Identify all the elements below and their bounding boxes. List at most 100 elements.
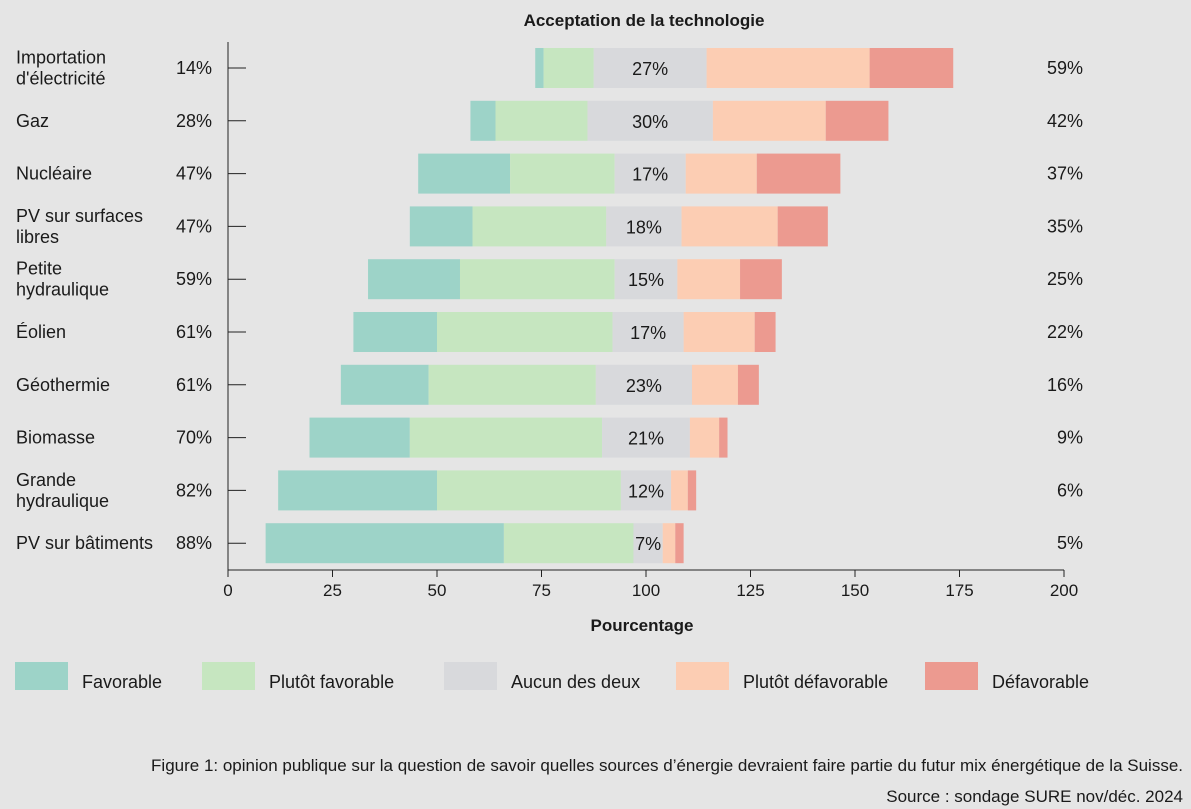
x-tick-label: 25: [323, 581, 342, 600]
bar-segment: [472, 206, 607, 247]
bar-segment: [620, 470, 672, 511]
category-label-line: Importation: [16, 48, 106, 68]
legend-label: Favorable: [82, 672, 163, 692]
category-label: PV sur surfaces libres: [16, 206, 143, 247]
x-tick-label: 125: [736, 581, 764, 600]
legend-swatch: [444, 662, 497, 690]
favorable-total-label: 70%: [176, 428, 212, 448]
favorable-total-label: 14%: [176, 58, 212, 78]
legend-swatch: [15, 662, 68, 690]
bar-segment: [437, 312, 613, 352]
bar-segment: [740, 259, 782, 300]
category-label-line: Éolien: [16, 322, 66, 342]
category-label: Gaz: [16, 111, 49, 131]
x-tick-label: 175: [945, 581, 973, 600]
bar-segment: [265, 523, 504, 564]
figure-caption: Figure 1: opinion publique sur la questi…: [151, 756, 1183, 775]
bar-segment: [675, 523, 684, 564]
bar-segment: [535, 48, 544, 88]
bar-segment: [437, 470, 621, 511]
category-label: Éolien: [16, 322, 66, 342]
unfavorable-total-label: 35%: [1047, 216, 1083, 236]
favorable-total-label: 59%: [176, 269, 212, 289]
legend: Favorable Plutôt favorable Aucun des deux P…: [15, 662, 1175, 694]
bar-segment: [719, 417, 728, 458]
bar-segment: [689, 417, 720, 458]
neutral-label: 7%: [635, 534, 661, 554]
bar-segment: [428, 364, 596, 405]
legend-swatch: [202, 662, 255, 690]
bar-segment: [503, 523, 634, 564]
neutral-label: 17%: [632, 165, 668, 185]
category-label-line: hydraulique: [16, 491, 109, 511]
neutral-label: 17%: [630, 323, 666, 343]
unfavorable-total-label: 9%: [1057, 428, 1083, 448]
bar-segment: [825, 100, 889, 141]
bar-segment: [340, 364, 429, 405]
bar-segment: [683, 312, 755, 352]
unfavorable-total-label: 6%: [1057, 480, 1083, 500]
category-label-line: Petite: [16, 259, 62, 279]
bar-segment: [612, 312, 684, 352]
favorable-total-label: 47%: [176, 164, 212, 184]
bar-segment: [737, 364, 759, 405]
bar-segment: [602, 417, 690, 458]
legend-label: Plutôt défavorable: [743, 672, 889, 692]
unfavorable-total-label: 42%: [1047, 111, 1083, 131]
bar-segment: [595, 364, 692, 405]
bar-segment: [685, 153, 757, 194]
bar-segment: [353, 312, 437, 352]
category-label-line: PV sur surfaces: [16, 206, 143, 226]
category-label: Petite hydraulique: [16, 259, 109, 300]
bar-segment: [368, 259, 460, 300]
bar-segment: [756, 153, 841, 194]
category-label-line: Nucléaire: [16, 164, 92, 184]
neutral-label: 21%: [628, 429, 664, 449]
category-label: Nucléaire: [16, 164, 92, 184]
legend-swatch: [676, 662, 729, 690]
figure-source: Source : sondage SURE nov/déc. 2024: [886, 787, 1183, 806]
category-label-line: Géothermie: [16, 375, 110, 395]
category-label-line: Grande: [16, 470, 76, 490]
bar-segment: [587, 100, 713, 141]
bar-segment: [418, 153, 511, 194]
favorable-total-label: 88%: [176, 533, 212, 553]
chart-title: Acceptation de la technologie: [524, 11, 765, 30]
x-tick-label: 200: [1050, 581, 1078, 600]
category-label: Importation d'électricité: [16, 48, 106, 89]
category-label: PV sur bâtiments: [16, 533, 153, 553]
bar-segment: [677, 259, 741, 300]
bar-segment: [606, 206, 682, 247]
category-label-line: Biomasse: [16, 428, 95, 448]
favorable-total-label: 82%: [176, 480, 212, 500]
bar-segment: [712, 100, 826, 141]
bar-segment: [459, 259, 615, 300]
neutral-label: 18%: [626, 217, 662, 237]
bar-segment: [495, 100, 588, 141]
favorable-total-label: 28%: [176, 111, 212, 131]
category-label-line: Gaz: [16, 111, 49, 131]
category-label-line: d'électricité: [16, 69, 105, 89]
bar-segment: [691, 364, 738, 405]
category-label-line: hydraulique: [16, 280, 109, 300]
unfavorable-total-label: 16%: [1047, 375, 1083, 395]
bar-segment: [662, 523, 676, 564]
category-label: Biomasse: [16, 428, 95, 448]
bar-segment: [777, 206, 828, 247]
chart: Acceptation de la technologie 0 25 50 75 100 1…: [16, 11, 1083, 635]
bar-segment: [671, 470, 688, 511]
bar-segment: [510, 153, 615, 194]
bar-segment: [706, 48, 870, 88]
neutral-label: 27%: [632, 59, 668, 79]
legend-label: Plutôt favorable: [269, 672, 395, 692]
bar-segment: [593, 48, 707, 88]
unfavorable-total-label: 37%: [1047, 164, 1083, 184]
unfavorable-total-label: 5%: [1057, 533, 1083, 553]
category-label: Géothermie: [16, 375, 110, 395]
unfavorable-total-label: 25%: [1047, 269, 1083, 289]
bar-segment: [869, 48, 954, 88]
x-tick-label: 0: [223, 581, 232, 600]
unfavorable-total-label: 22%: [1047, 322, 1083, 342]
bar-segment: [543, 48, 594, 88]
bar-segment: [470, 100, 496, 141]
